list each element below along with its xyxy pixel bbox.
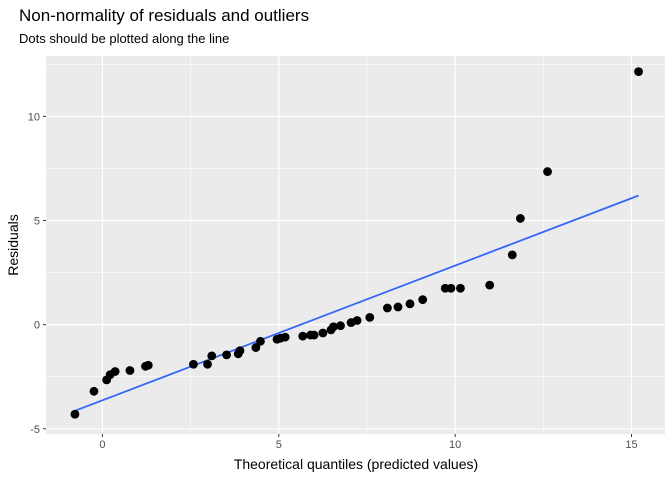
residual-point xyxy=(405,299,415,309)
residual-point xyxy=(189,359,198,369)
residual-point xyxy=(634,67,643,77)
y-tick-label: 5 xyxy=(34,216,40,228)
residual-point xyxy=(256,336,265,346)
residual-point xyxy=(383,303,392,313)
residual-point xyxy=(446,283,456,293)
residual-point xyxy=(110,367,120,376)
chart-subtitle: Dots should be plotted along the line xyxy=(19,31,229,46)
y-axis-title: Residuals xyxy=(5,214,21,275)
residual-point xyxy=(207,351,217,361)
x-tick-label: 10 xyxy=(449,439,461,451)
x-tick-label: 15 xyxy=(625,439,637,451)
residual-point xyxy=(318,328,328,338)
y-axis-ticks: -5 0 5 10 xyxy=(28,111,46,436)
residual-point xyxy=(309,330,319,340)
residual-point xyxy=(336,321,345,331)
x-axis-title: Theoretical quantiles (predicted values) xyxy=(234,456,478,472)
residual-point xyxy=(125,366,135,375)
chart-title: Non-normality of residuals and outliers xyxy=(19,6,309,25)
residual-point xyxy=(280,332,290,342)
residual-point xyxy=(235,346,245,356)
y-tick-label: 10 xyxy=(28,111,40,123)
residual-point xyxy=(418,295,428,305)
residual-point xyxy=(222,350,231,360)
residual-point xyxy=(365,312,375,322)
residual-points xyxy=(70,67,643,419)
plot-panel xyxy=(46,56,665,434)
reference-line xyxy=(73,194,639,412)
residual-point xyxy=(393,302,403,312)
residual-point xyxy=(485,280,495,290)
residual-point xyxy=(89,386,99,396)
residual-point xyxy=(515,214,525,223)
reference-line-group xyxy=(73,194,639,412)
residual-point xyxy=(329,322,338,332)
minor-gridlines xyxy=(46,56,665,434)
x-tick-label: 0 xyxy=(99,439,105,451)
major-gridlines xyxy=(46,56,665,434)
y-tick-label: -5 xyxy=(30,424,40,436)
residual-point xyxy=(352,316,362,325)
residual-point xyxy=(143,360,153,370)
residual-point xyxy=(507,250,517,260)
residual-point xyxy=(456,283,465,293)
x-axis-ticks: 0 5 10 15 xyxy=(99,434,638,451)
x-tick-label: 5 xyxy=(276,439,282,451)
residual-point xyxy=(298,331,308,341)
residual-point xyxy=(70,409,80,419)
residual-point xyxy=(251,343,261,352)
y-tick-label: 0 xyxy=(34,320,40,332)
residual-point xyxy=(203,359,212,369)
residual-point xyxy=(543,167,552,176)
